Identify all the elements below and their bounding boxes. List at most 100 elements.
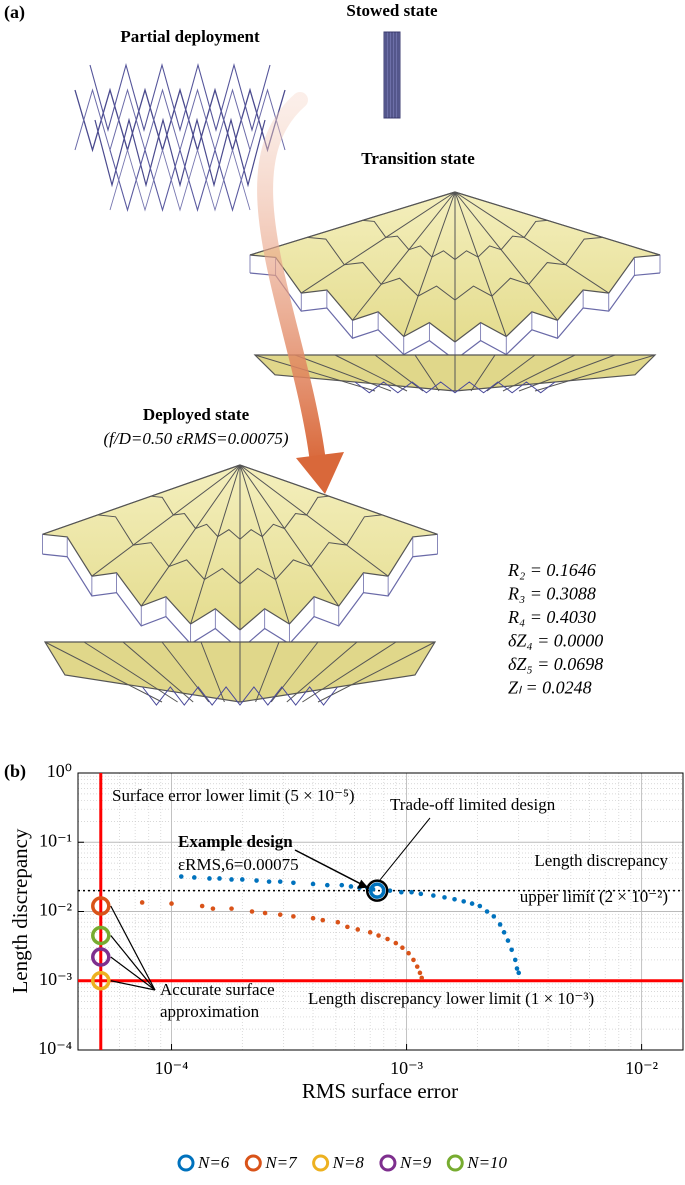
data-point (514, 966, 520, 971)
dish-rib (352, 191, 456, 321)
data-point (169, 901, 174, 906)
annotation-leader (110, 980, 156, 991)
data-point (310, 881, 316, 887)
lattice (74, 88, 286, 152)
data-point (367, 930, 373, 935)
chart: 10⁻⁴ 10⁻³ 10⁻² 10⁻⁴ 10⁻³ 10⁻² 10⁻¹ 10⁰ Surface e… (38, 761, 684, 1172)
tray-rib (486, 354, 536, 392)
annotation: Trade-off limited design (390, 795, 556, 814)
data-point (207, 876, 212, 881)
highlighted-design (368, 882, 386, 899)
tray-rib (294, 354, 392, 392)
tray-rib (254, 354, 376, 392)
data-point (409, 889, 414, 895)
tray-rib (374, 354, 424, 392)
dish-ring (97, 514, 383, 585)
data-point (345, 924, 350, 930)
data-point (178, 874, 184, 879)
data-point (348, 884, 354, 889)
data-point (452, 897, 457, 902)
tray-rib (83, 641, 178, 703)
tray-rib (270, 641, 319, 703)
reference-label: Length discrepancy lower limit (1 × 10⁻³… (308, 989, 594, 1008)
data-point (192, 875, 197, 880)
parameter-list: R₂ = 0.1646 R₃ = 0.3088 R₄ = 0.4030 δZ₄ = 0… (507, 560, 603, 698)
data-point (477, 903, 483, 909)
dish-rib (454, 191, 507, 337)
data-point (393, 940, 399, 946)
highlighted-design (91, 896, 111, 916)
plot-frame (77, 772, 684, 1051)
highlighted-design (91, 925, 111, 946)
legend-label: N=6 (197, 1153, 230, 1172)
data-point (484, 909, 490, 914)
dish-ring (151, 495, 329, 540)
dish-rib (239, 464, 290, 625)
data-point (501, 930, 507, 935)
data-point (387, 888, 393, 893)
data-point (355, 927, 361, 932)
data-point (469, 901, 475, 906)
data-point (418, 891, 424, 897)
stowed-label: Stowed state (346, 1, 438, 20)
annotation-arrowhead (357, 879, 369, 889)
data-point (491, 914, 497, 919)
data-point (516, 970, 522, 976)
lattice (74, 87, 286, 153)
partial-label: Partial deployment (120, 27, 260, 46)
y-tick-label: 10⁻² (39, 900, 72, 920)
tray-rib (200, 641, 225, 703)
example-design-halo (365, 879, 389, 902)
legend-marker (244, 1154, 262, 1172)
data-point (320, 917, 326, 923)
tray-rib (255, 641, 280, 703)
annotation-leader (379, 817, 431, 880)
dish-rib (454, 191, 661, 256)
legend-marker (379, 1154, 397, 1172)
data-point (399, 889, 404, 895)
deployed-params: (f/D=0.50 εRMS=0.00075) (104, 429, 289, 448)
data-point (461, 899, 466, 904)
data-point (262, 910, 268, 916)
data-point (229, 906, 234, 911)
annotation: Example design (178, 832, 293, 851)
data-point (266, 879, 272, 884)
dish-rib (454, 191, 558, 321)
lattice (142, 686, 338, 706)
data-point (217, 876, 222, 881)
data-point (277, 912, 283, 917)
transition-label: Transition state (361, 149, 475, 168)
illustration (42, 31, 661, 706)
data-point (417, 970, 423, 976)
dish-rib (91, 464, 241, 577)
dish-rib (403, 191, 456, 337)
annotation-leader (110, 956, 156, 991)
legend-marker (446, 1154, 464, 1172)
dish-rib (42, 464, 241, 535)
highlighted-design (91, 947, 111, 967)
data-point (497, 922, 503, 927)
data-point (406, 950, 411, 956)
data-point (414, 964, 420, 969)
x-tick-label: 10⁻² (625, 1058, 658, 1078)
data-point (239, 877, 245, 882)
data-point (335, 919, 341, 925)
parameter: R₄ = 0.4030 (507, 607, 596, 627)
dish-rib (239, 464, 438, 535)
dish-rib (249, 191, 456, 256)
data-point (400, 945, 405, 951)
data-point (512, 957, 518, 963)
data-point (249, 909, 255, 914)
tray-rib (470, 354, 496, 392)
data-point (291, 880, 296, 886)
parameter: δZ₄ = 0.0000 (508, 631, 603, 651)
annotation-leader (110, 935, 156, 991)
data-point (210, 906, 216, 911)
dish-rib (190, 464, 241, 625)
data-point (199, 903, 205, 909)
parameter: Zₗ = 0.0248 (508, 678, 592, 698)
deploy-arrow (257, 92, 326, 470)
tray-rib (534, 354, 656, 392)
tray-rib (122, 641, 194, 703)
